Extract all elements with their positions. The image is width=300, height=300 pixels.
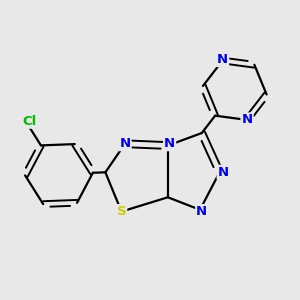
Text: N: N [242,113,253,126]
Text: N: N [196,205,207,218]
Text: S: S [117,205,126,218]
Text: N: N [164,137,175,150]
Text: N: N [119,137,130,150]
Text: Cl: Cl [22,115,36,128]
Text: N: N [217,53,228,66]
Text: N: N [218,166,229,179]
